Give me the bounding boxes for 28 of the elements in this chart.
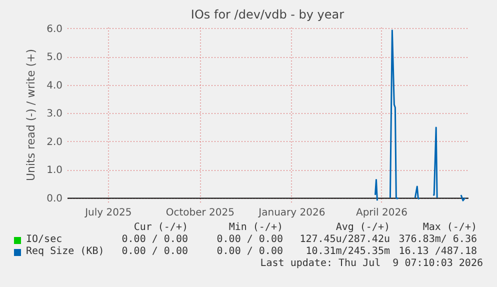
x-tick-label: January 2026 (258, 208, 326, 218)
y-axis-title: Units read (-) / write (+) (24, 48, 38, 182)
text: 0.00 / 0.00 (122, 246, 188, 258)
y-tick-label: 3.0 (46, 108, 62, 120)
text: Last update: Thu Jul 9 07:10:03 2026 (260, 258, 483, 270)
x-tick-label: July 2025 (84, 208, 132, 218)
text: 0.00 / 0.00 (216, 234, 283, 246)
legend-label: Req Size (KB) (26, 246, 104, 258)
y-tick-label: 0.0 (46, 193, 62, 204)
text: 10.31m/245.35m (306, 246, 390, 258)
text: 127.45u/287.42u (300, 234, 390, 246)
y-tick-label: 4.0 (46, 80, 62, 92)
y-tick-label: 5.0 (46, 52, 62, 64)
text: 376.83m/ 6.36 (398, 234, 477, 246)
x-tick-label: October 2025 (166, 208, 234, 218)
y-tick-label: 1.0 (46, 165, 62, 176)
text: 16.13 /487.18 (398, 246, 477, 258)
x-tick-label: April 2026 (356, 208, 408, 218)
chart-title: IOs for /dev/vdb - by year (190, 7, 344, 22)
text: Min (-/+) (228, 222, 283, 234)
y-tick-label: 6.0 (46, 24, 62, 35)
text: Max (-/+) (422, 222, 477, 234)
legend-label: IO/sec (26, 234, 62, 246)
text: Cur (-/+) (134, 222, 188, 234)
text: Avg (-/+) (336, 222, 390, 234)
text: 0.00 / 0.00 (122, 234, 188, 246)
y-tick-label: 2.0 (46, 136, 62, 148)
text: 0.00 / 0.00 (216, 246, 283, 258)
